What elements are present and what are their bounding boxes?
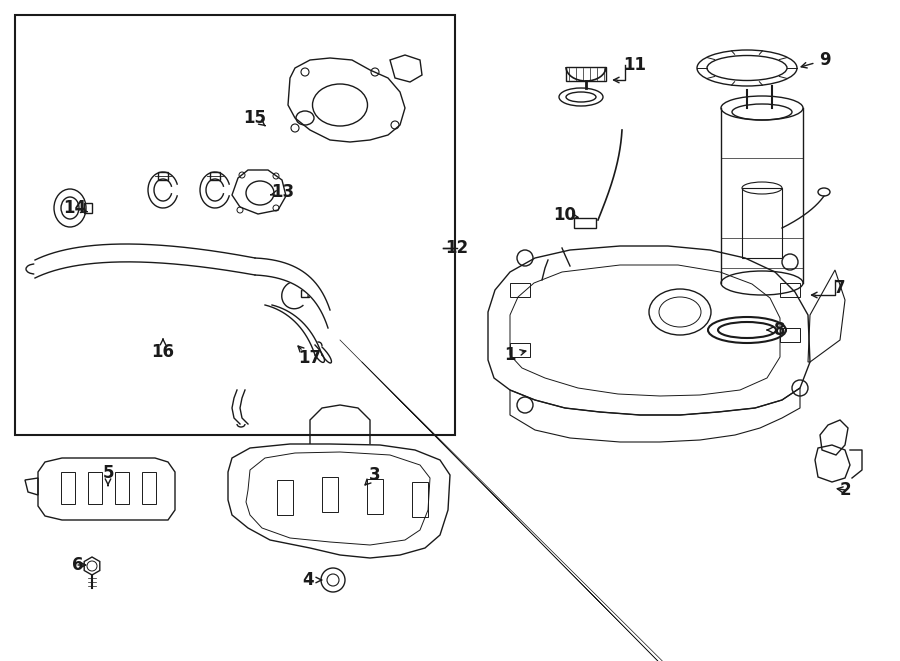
- Bar: [88, 472, 102, 504]
- Bar: [15, 15, 455, 435]
- Bar: [412, 482, 428, 517]
- Text: 13: 13: [272, 183, 294, 201]
- Polygon shape: [265, 305, 322, 355]
- Text: 8: 8: [774, 321, 786, 339]
- Bar: [510, 343, 530, 357]
- Text: 16: 16: [151, 343, 175, 361]
- Text: 10: 10: [554, 206, 577, 224]
- Text: 1: 1: [504, 346, 516, 364]
- Text: 2: 2: [839, 481, 850, 499]
- Text: 11: 11: [624, 56, 646, 74]
- Bar: [84, 203, 92, 213]
- Polygon shape: [35, 244, 255, 278]
- Bar: [574, 218, 596, 228]
- Bar: [742, 188, 782, 258]
- Bar: [780, 283, 800, 297]
- Bar: [277, 480, 293, 515]
- Text: 3: 3: [369, 466, 381, 484]
- Bar: [780, 328, 800, 342]
- Bar: [510, 283, 530, 297]
- Text: 15: 15: [244, 109, 266, 127]
- Bar: [142, 472, 156, 504]
- Bar: [367, 479, 383, 514]
- Text: 12: 12: [446, 239, 469, 257]
- Bar: [566, 67, 606, 81]
- Bar: [115, 472, 129, 504]
- Bar: [322, 477, 338, 512]
- Text: 14: 14: [63, 199, 86, 217]
- Text: 17: 17: [299, 349, 321, 367]
- Text: 9: 9: [819, 51, 831, 69]
- Bar: [210, 172, 220, 180]
- Text: 7: 7: [834, 279, 846, 297]
- Bar: [61, 472, 75, 504]
- Polygon shape: [255, 258, 330, 328]
- Bar: [158, 172, 168, 180]
- Text: 5: 5: [103, 464, 113, 482]
- Text: 6: 6: [72, 556, 84, 574]
- Text: 4: 4: [302, 571, 314, 589]
- Bar: [301, 290, 309, 297]
